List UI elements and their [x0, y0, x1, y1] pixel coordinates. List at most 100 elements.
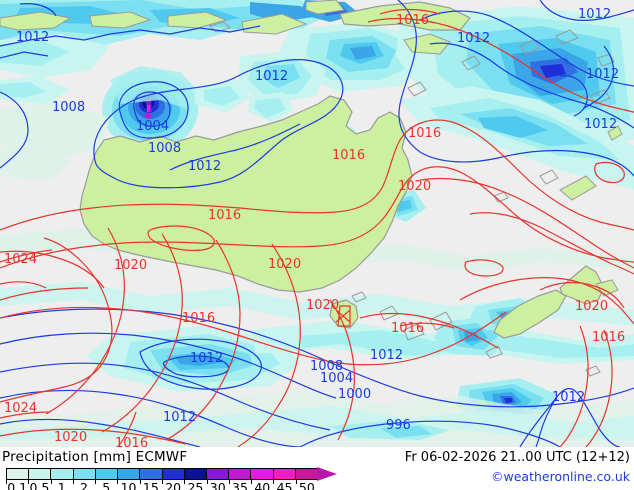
colorbar-tick	[295, 480, 297, 484]
colorbar-tick	[72, 480, 74, 484]
isobar-label-nz-1016: 1016	[592, 330, 626, 345]
colorbar-swatch-10	[118, 469, 141, 479]
landmass-vanuatu	[607, 125, 623, 141]
landmass-new-caledonia	[559, 175, 597, 201]
landmass-australia	[79, 95, 413, 293]
landmass-lesser-sunda-2	[167, 11, 228, 29]
isobar-label-ne-1012b: 1012	[578, 7, 612, 22]
landmass-timor	[241, 13, 308, 35]
isobar-label-sc-1016c: 1016	[391, 321, 425, 336]
colorbar-swatch-0.5	[29, 469, 52, 479]
colorbar-label-40: 40	[254, 480, 271, 490]
colorbar-tick	[117, 480, 119, 484]
isobar-label-sw-1020d: 1020	[54, 430, 88, 445]
colorbar-tick-labels: 0.1 0.5 1 2 5 10 15 20 25 30 35 40 45 50	[6, 480, 342, 490]
isobar-label-e-1016b: 1016	[332, 148, 366, 163]
colorbar-swatch-5	[95, 469, 119, 479]
colorbar-label-20: 20	[165, 480, 182, 490]
colorbar-label-1: 1	[57, 480, 66, 490]
isobar-label-e-1020: 1020	[398, 179, 432, 194]
colorbar-label-25: 25	[187, 480, 204, 490]
colorbar-swatch-40	[251, 469, 274, 479]
isobar-label-s-1020c: 1020	[306, 298, 340, 313]
isobar-label-w-1024a: 1024	[4, 252, 38, 267]
colorbar-label-0.5: 0.5	[29, 480, 50, 490]
isobar-label-w-1024b: 1024	[4, 401, 38, 416]
map-graphic	[0, 0, 634, 447]
colorbar-overflow-arrow	[317, 467, 337, 481]
colorbar-swatch-0.1	[7, 469, 30, 479]
colorbar-tick	[251, 480, 253, 484]
colorbar-label-10: 10	[120, 480, 137, 490]
colorbar-swatch-2	[73, 469, 96, 479]
colorbar-tick	[206, 480, 208, 484]
footer-bar: Precipitation [mm] ECMWF Fr 06-02-2026 2…	[0, 447, 634, 490]
map-canvas[interactable]: 1012 1008 1004 1008 1012 1012 1012 1012 1012 1012…	[0, 0, 634, 447]
isobars-low	[0, 0, 634, 447]
isobar-label-nz-1020: 1020	[575, 299, 609, 314]
isobar-label-nw-1008: 1008	[52, 100, 86, 115]
isobars-high	[0, 8, 634, 447]
colorbar-ticks	[6, 480, 318, 490]
isobar-label-ne-1012a: 1012	[457, 31, 491, 46]
isobar-label-ne-1012c: 1012	[586, 67, 620, 82]
isobar-label-s-1012b: 1012	[163, 410, 197, 425]
colorbar-swatch-15	[140, 469, 163, 479]
precipitation-field	[0, 0, 634, 447]
colorbar-swatch-1	[51, 469, 74, 479]
isobar-label-nz-1012: 1012	[552, 390, 586, 405]
colorbar-tick	[273, 480, 275, 484]
copyright-notice: ©weatheronline.co.uk	[491, 469, 630, 484]
isobar-label-s-996: 996	[386, 418, 411, 433]
colorbar-swatch-45	[273, 469, 296, 479]
landmass-nz-south	[493, 289, 567, 339]
landmass-java	[0, 11, 72, 31]
colorbar-tick	[6, 480, 7, 484]
isobar-label-ne-1012d: 1012	[584, 117, 618, 132]
colorbar-label-5: 5	[102, 480, 111, 490]
colorbar-swatch-30	[206, 469, 230, 479]
isobar-label-s-1012c: 1012	[370, 348, 404, 363]
colorbar-label-0.1: 0.1	[7, 480, 28, 490]
colorbar-swatch-25	[184, 469, 207, 479]
colorbar-tick	[184, 480, 186, 484]
colorbar-tick	[95, 480, 97, 484]
isobar-label-s-1008: 1008	[310, 359, 344, 374]
isobar-label-s-1000: 1000	[338, 387, 372, 402]
isobar-label-sw-1016a: 1016	[115, 436, 149, 447]
isobar-label-nw-1012: 1012	[16, 30, 50, 45]
isobar-label-e-1016c: 1016	[408, 126, 442, 141]
isobar-label-s-1016b: 1016	[182, 311, 216, 326]
forecast-timestamp: Fr 06-02-2026 21..00 UTC (12+12)	[404, 450, 630, 465]
isobar-label-ne-1016a: 1016	[396, 13, 430, 28]
colorbar-swatches	[6, 468, 318, 480]
isobar-label-s-1004: 1004	[320, 371, 354, 386]
colorbar-label-50: 50	[298, 480, 315, 490]
colorbar-label-45: 45	[276, 480, 293, 490]
island-outlines	[209, 21, 615, 377]
isobar-label-n-1008: 1008	[148, 141, 182, 156]
isobar-label-n-1012b: 1012	[188, 159, 222, 174]
isobar-label-s-1012a: 1012	[190, 351, 224, 366]
colorbar-label-30: 30	[209, 480, 226, 490]
isobar-label-sw-1020a: 1020	[114, 258, 148, 273]
isobar-label-nc-1012: 1012	[255, 69, 289, 84]
colorbar-tick	[228, 480, 230, 484]
isobar-label-tc-1004: 1004	[136, 119, 170, 134]
colorbar-swatch-35	[229, 469, 252, 479]
isobar-label-sc-1020b: 1020	[268, 257, 302, 272]
colorbar-tick	[139, 480, 141, 484]
isobar-label-c-1016: 1016	[208, 208, 242, 223]
colorbar-label-35: 35	[232, 480, 248, 490]
colorbar-swatch-20	[162, 469, 185, 479]
precipitation-colorbar[interactable]: 0.1 0.5 1 2 5 10 15 20 25 30 35 40 45 50	[6, 467, 337, 490]
colorbar-tick	[50, 480, 52, 484]
colorbar-tick	[28, 480, 30, 484]
landmass-lesser-sunda-1	[89, 11, 152, 29]
landmass-tanimbar	[305, 0, 345, 15]
colorbar-label-15: 15	[142, 480, 159, 490]
colorbar-label-2: 2	[80, 480, 88, 490]
colorbar-swatch-50	[295, 469, 318, 479]
legend-title: Precipitation [mm] ECMWF	[2, 449, 188, 465]
